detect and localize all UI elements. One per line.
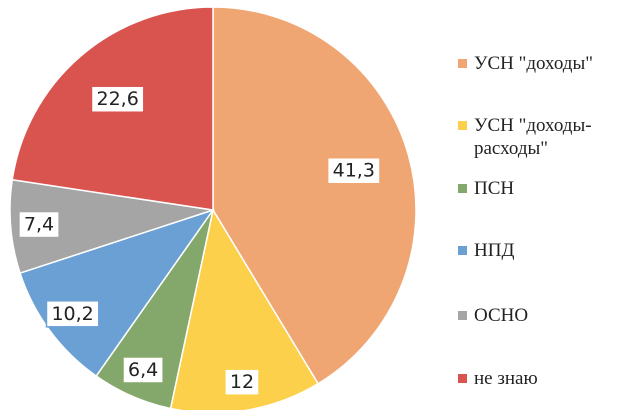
data-label-text: 41,3 — [333, 160, 375, 182]
legend-label: ПСН — [474, 178, 515, 199]
legend-item: ОСНО — [458, 304, 628, 327]
data-label-box — [90, 85, 145, 113]
pie-slice — [169, 207, 320, 410]
legend-label: УСН "доходы-расходы" — [474, 115, 592, 159]
data-label-text: 22,6 — [96, 88, 138, 110]
data-label: 41,3 — [326, 156, 381, 185]
legend-label: УСН "доходы" — [474, 53, 593, 74]
legend-label: не знаю — [474, 368, 538, 389]
legend-item: не знаю — [458, 367, 628, 390]
legend-item: УСН "доходы-расходы" — [458, 114, 628, 160]
legend-swatch — [458, 184, 467, 193]
legend-swatch — [458, 121, 467, 130]
legend-swatch — [458, 374, 467, 383]
data-label: 12 — [224, 368, 260, 396]
data-label-text: 7,4 — [24, 214, 54, 236]
legend-swatch — [458, 311, 467, 320]
data-label-text: 12 — [230, 371, 254, 393]
data-label: 22,6 — [90, 85, 145, 113]
pie-slice — [212, 6, 417, 385]
chart: 41,3 12 6,4 10,2 7,4 22,6 — [9, 6, 417, 410]
data-label-box — [326, 156, 381, 185]
data-label-box — [18, 210, 60, 239]
data-label-text: 10,2 — [51, 303, 93, 325]
legend-label: НПД — [474, 240, 515, 261]
data-label: 10,2 — [45, 300, 100, 328]
pie-slice — [19, 208, 215, 378]
legend-item: ПСН — [458, 177, 628, 200]
data-label-text: 6,4 — [128, 359, 158, 381]
data-label: 6,4 — [122, 356, 164, 384]
legend-item: НПД — [458, 239, 628, 262]
data-label-box — [122, 356, 164, 384]
legend-swatch — [458, 59, 467, 68]
legend-item: УСН "доходы" — [458, 52, 628, 75]
data-label-box — [224, 368, 260, 396]
legend-swatch — [458, 246, 467, 255]
data-label: 7,4 — [18, 210, 60, 239]
legend-label: ОСНО — [474, 305, 529, 326]
data-label-box — [45, 300, 100, 328]
